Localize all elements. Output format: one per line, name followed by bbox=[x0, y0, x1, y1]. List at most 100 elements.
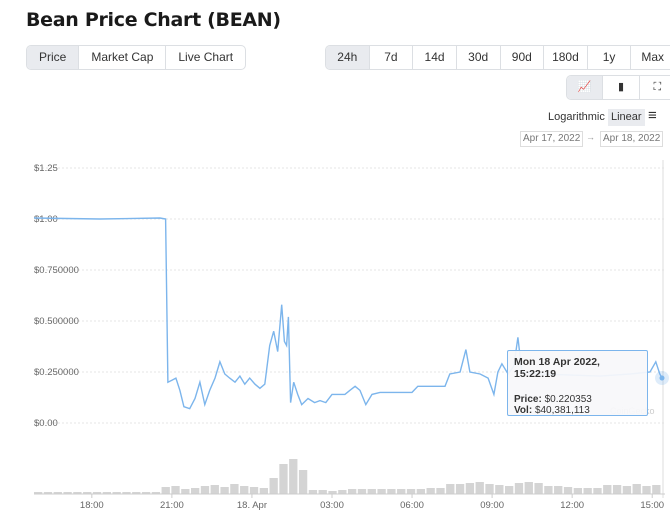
volume-bar bbox=[475, 482, 484, 494]
volume-bar bbox=[63, 492, 72, 494]
volume-bar bbox=[387, 489, 396, 494]
x-tick-label: 18:00 bbox=[80, 500, 104, 511]
x-tick-label: 21:00 bbox=[160, 500, 184, 511]
x-tick-label: 09:00 bbox=[480, 500, 504, 511]
y-tick-label: $0.500000 bbox=[34, 316, 79, 327]
volume-bar bbox=[338, 490, 347, 494]
volume-bar bbox=[141, 492, 151, 494]
volume-bar bbox=[544, 486, 553, 494]
ranges-90d[interactable]: 90d bbox=[501, 46, 545, 69]
volume-bar bbox=[593, 488, 602, 494]
y-tick-label: $0.250000 bbox=[34, 367, 79, 378]
volume-bar bbox=[259, 488, 268, 494]
volume-bar bbox=[112, 492, 121, 494]
volume-bar bbox=[73, 492, 82, 494]
volume-bar bbox=[298, 470, 308, 494]
volume-bar bbox=[406, 489, 416, 494]
date-from-input[interactable]: Apr 17, 2022 bbox=[520, 131, 584, 147]
menu-icon[interactable]: ≡ bbox=[648, 107, 657, 124]
tooltip-vol-label: Vol: bbox=[514, 405, 533, 416]
tabs-price[interactable]: Price bbox=[27, 46, 80, 69]
volume-bar bbox=[367, 489, 376, 494]
volume-bar bbox=[83, 492, 92, 494]
ranges-7d[interactable]: 7d bbox=[370, 46, 414, 69]
tooltip-vol: $40,381,113 bbox=[534, 405, 590, 416]
volume-bar bbox=[563, 487, 573, 494]
volume-bar bbox=[318, 490, 327, 494]
volume-bar bbox=[269, 478, 278, 494]
volume-bar bbox=[397, 489, 406, 494]
tooltip-price-label: Price: bbox=[514, 394, 542, 405]
x-tick-label: 18. Apr bbox=[237, 500, 267, 511]
volume-bar bbox=[181, 489, 190, 494]
volume-bar bbox=[495, 485, 504, 494]
volume-bar bbox=[485, 484, 494, 494]
volume-bar bbox=[34, 492, 43, 494]
volume-bar bbox=[249, 487, 259, 494]
volume-bar bbox=[622, 486, 632, 494]
volume-bar bbox=[357, 489, 367, 494]
volume-bar bbox=[102, 492, 111, 494]
volume-bar bbox=[220, 487, 229, 494]
volume-bar bbox=[465, 483, 475, 494]
volume-bar bbox=[308, 490, 318, 494]
volume-bar bbox=[161, 487, 170, 494]
volume-bar bbox=[436, 488, 445, 494]
volume-bar bbox=[534, 483, 543, 494]
chart-tabs: Price Market Cap Live Chart bbox=[26, 45, 247, 70]
volume-bar bbox=[210, 485, 219, 494]
x-tick-label: 15:00 bbox=[640, 500, 664, 511]
ranges-max[interactable]: Max bbox=[641, 50, 665, 64]
tabs-live-chart[interactable]: Live Chart bbox=[178, 50, 234, 64]
volume-bar bbox=[132, 492, 141, 494]
volume-bar bbox=[505, 486, 514, 494]
page-title: Bean Price Chart (BEAN) bbox=[26, 9, 281, 31]
ranges-14d[interactable]: 14d bbox=[413, 46, 457, 69]
x-tick-label: 03:00 bbox=[320, 500, 344, 511]
chart-type-selector: 📈 ▮ ⛶ bbox=[566, 75, 670, 100]
volume-bar bbox=[554, 486, 563, 494]
volume-bar bbox=[328, 491, 337, 494]
volume-bar bbox=[426, 488, 435, 494]
volume-bar bbox=[230, 484, 239, 494]
volume-bar bbox=[514, 483, 524, 494]
volume-bar bbox=[348, 489, 357, 494]
volume-bar bbox=[191, 488, 200, 494]
linear-toggle[interactable]: Linear bbox=[608, 109, 645, 126]
fullscreen-icon[interactable]: ⛶ bbox=[653, 81, 662, 93]
volume-bar bbox=[43, 492, 53, 494]
volume-bar bbox=[240, 486, 249, 494]
volume-bar bbox=[612, 485, 622, 494]
volume-bar bbox=[200, 486, 210, 494]
ranges-1y[interactable]: 1y bbox=[588, 46, 632, 69]
date-to-input[interactable]: Apr 18, 2022 bbox=[600, 131, 664, 147]
arrow-icon: → bbox=[586, 132, 595, 142]
y-tick-label: $1.25 bbox=[34, 163, 58, 174]
tabs-market-cap[interactable]: Market Cap bbox=[79, 46, 167, 69]
volume-bar bbox=[377, 489, 386, 494]
volume-bar bbox=[455, 484, 465, 494]
y-tick-label: $0.750000 bbox=[34, 265, 79, 276]
logarithmic-toggle[interactable]: Logarithmic bbox=[548, 111, 605, 123]
volume-bar bbox=[289, 459, 298, 494]
ranges-30d[interactable]: 30d bbox=[457, 46, 501, 69]
line-chart-icon[interactable]: 📈 bbox=[567, 76, 604, 99]
volume-bar bbox=[279, 464, 288, 494]
volume-bar bbox=[642, 486, 651, 494]
tooltip-title: Mon 18 Apr 2022, 15:22:19 bbox=[514, 356, 600, 380]
x-tick-label: 12:00 bbox=[560, 500, 584, 511]
volume-bar bbox=[92, 492, 102, 494]
volume-bar bbox=[151, 492, 161, 494]
candlestick-icon[interactable]: ▮ bbox=[603, 76, 640, 99]
volume-bar bbox=[652, 485, 661, 494]
ranges-180d[interactable]: 180d bbox=[544, 46, 588, 69]
price-line bbox=[33, 217, 663, 410]
volume-bar bbox=[603, 485, 612, 494]
volume-bar bbox=[583, 488, 592, 494]
x-tick-label: 06:00 bbox=[400, 500, 424, 511]
volume-bar bbox=[573, 488, 582, 494]
ranges-24h[interactable]: 24h bbox=[326, 46, 370, 69]
volume-bar bbox=[416, 489, 425, 494]
volume-bar bbox=[122, 492, 131, 494]
